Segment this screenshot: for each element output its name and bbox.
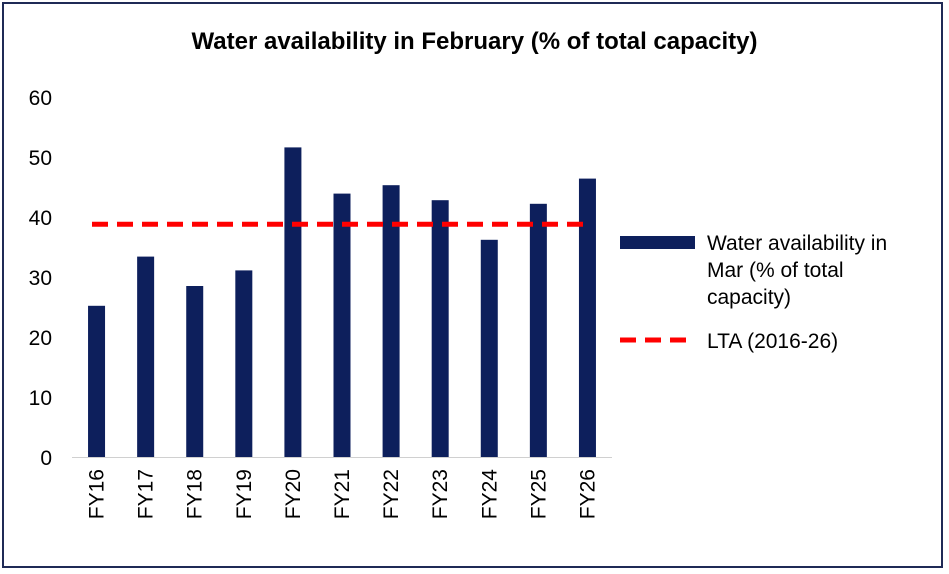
y-tick-label: 0 (40, 447, 52, 470)
legend-bar-label-line-1: Water availability in (707, 232, 887, 255)
bar-fy22 (382, 185, 400, 457)
x-tick-label: FY17 (135, 469, 158, 519)
y-tick-label: 30 (29, 267, 52, 290)
bar-fy24 (480, 239, 498, 457)
y-tick-label: 20 (29, 327, 52, 350)
x-axis-labels: FY16 FY17 FY18 FY19 FY20 FY21 FY22 FY23 FY24 FY25… (86, 469, 600, 520)
bar-fy19 (235, 270, 253, 457)
legend: Water availability in Mar (% of total ca… (620, 232, 887, 353)
chart-title: Water availability in February (% of tot… (191, 28, 758, 55)
bar-fy21 (333, 193, 351, 457)
bar-fy17 (137, 256, 155, 457)
bar-fy18 (186, 286, 204, 457)
x-tick-label: FY26 (576, 469, 599, 519)
y-tick-label: 50 (29, 147, 52, 170)
x-tick-label: FY23 (429, 469, 452, 519)
x-tick-label: FY24 (478, 469, 501, 520)
y-axis-labels: 0 10 20 30 40 50 60 (29, 87, 52, 470)
bar-fy16 (88, 305, 106, 457)
y-tick-label: 10 (29, 387, 52, 410)
legend-line-label: LTA (2016-26) (707, 330, 838, 353)
y-tick-label: 40 (29, 207, 52, 230)
bar-fy23 (431, 200, 449, 457)
legend-bar-label-line-2: Mar (% of total (707, 259, 844, 282)
bar-fy20 (284, 147, 302, 457)
bar-fy26 (578, 178, 596, 457)
x-tick-label: FY16 (86, 469, 109, 519)
x-tick-label: FY21 (331, 469, 354, 519)
chart-frame (2, 2, 943, 568)
bar-fy25 (529, 203, 547, 457)
x-tick-label: FY20 (282, 469, 305, 519)
y-tick-label: 60 (29, 87, 52, 110)
legend-bar-swatch (620, 236, 695, 249)
x-tick-label: FY19 (233, 469, 256, 519)
x-tick-label: FY25 (527, 469, 550, 519)
x-tick-label: FY18 (184, 469, 207, 519)
bars (88, 147, 596, 457)
legend-bar-label-line-3: capacity) (707, 286, 791, 309)
x-tick-label: FY22 (380, 469, 403, 519)
